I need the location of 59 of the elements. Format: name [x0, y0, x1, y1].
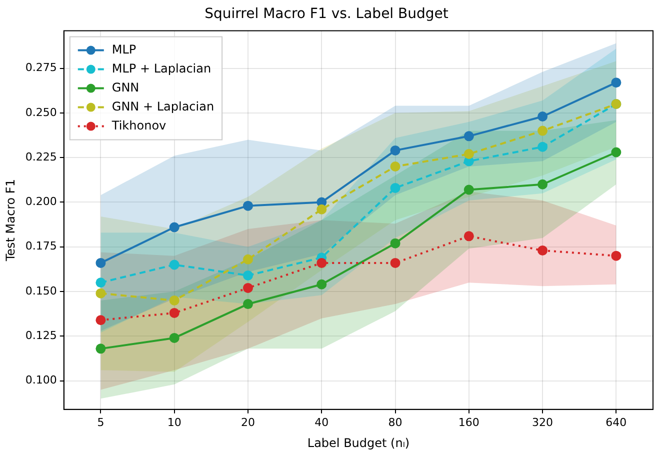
- point: [316, 204, 327, 214]
- point: [464, 131, 474, 142]
- legend-label: GNN + Laplacian: [112, 99, 214, 114]
- y-tick-label: 0.175: [25, 240, 57, 253]
- point: [169, 308, 180, 318]
- x-axis-title: Label Budget (nₗ): [307, 436, 410, 450]
- x-tick-label: 320: [532, 416, 554, 429]
- point: [464, 231, 474, 242]
- y-tick-label: 0.250: [25, 106, 57, 119]
- x-tick-label: 160: [458, 416, 480, 429]
- point: [538, 179, 548, 190]
- point: [464, 149, 474, 160]
- point: [538, 126, 548, 136]
- y-tick-label: 0.225: [25, 150, 57, 164]
- point: [242, 282, 253, 293]
- point: [169, 222, 180, 232]
- legend-label: MLP: [112, 42, 136, 56]
- point: [96, 288, 106, 298]
- point: [538, 112, 548, 122]
- point: [96, 258, 106, 268]
- point: [96, 278, 106, 288]
- point: [169, 332, 180, 343]
- x-tick-label: 40: [314, 416, 329, 429]
- point: [611, 78, 622, 88]
- y-tick-label: 0.200: [25, 195, 57, 208]
- y-tick-label: 0.275: [25, 61, 57, 74]
- x-tick-label: 80: [388, 416, 402, 429]
- point: [316, 279, 327, 290]
- point: [390, 238, 400, 248]
- point: [242, 270, 253, 280]
- point: [611, 250, 622, 261]
- point: [169, 295, 180, 306]
- chart-title: Squirrel Macro F1 vs. Label Budget: [204, 6, 449, 22]
- legend-label: GNN: [112, 80, 140, 94]
- point: [390, 182, 400, 193]
- point: [316, 258, 327, 268]
- legend-label: MLP + Laplacian: [112, 61, 212, 76]
- point: [169, 260, 180, 270]
- x-tick-label: 640: [606, 416, 627, 429]
- y-tick-label: 0.100: [25, 374, 57, 387]
- y-tick-label: 0.125: [25, 329, 57, 342]
- point: [538, 142, 548, 152]
- point: [611, 147, 622, 158]
- legend-label: Tikhonov: [110, 118, 166, 132]
- point: [242, 299, 253, 310]
- point: [390, 258, 400, 268]
- point: [242, 254, 253, 264]
- point: [242, 200, 253, 211]
- point: [390, 145, 400, 156]
- x-tick-label: 5: [97, 416, 104, 429]
- x-tick-label: 10: [167, 416, 182, 429]
- point: [96, 344, 106, 354]
- y-tick-label: 0.150: [25, 284, 57, 298]
- point: [464, 184, 474, 195]
- y-axis-title: Test Macro F1: [3, 179, 18, 262]
- point: [96, 315, 106, 326]
- x-tick-label: 20: [240, 416, 255, 429]
- point: [538, 245, 548, 256]
- point: [390, 162, 400, 172]
